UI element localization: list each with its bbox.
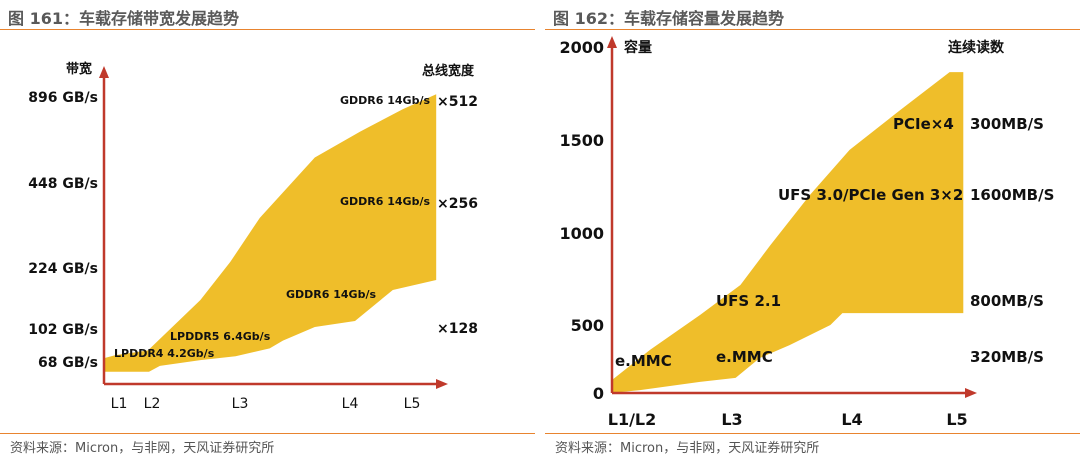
title-divider (0, 29, 535, 30)
y-tick: 68 GB/s (38, 355, 98, 371)
x-axis-arrow-icon (436, 379, 448, 389)
y-tick: 0 (593, 384, 604, 403)
annotation-pcie4: PCIe×4 (893, 115, 954, 133)
y-tick: 102 GB/s (28, 322, 98, 338)
y2-tick: 300MB/S (970, 115, 1044, 133)
source-note: 资料来源：Micron，与非网，天风证券研究所 (555, 441, 820, 456)
annotation-ufs30: UFS 3.0/PCIe Gen 3×2 (778, 186, 963, 204)
annotation-gddr6-512: GDDR6 14Gb/s (340, 94, 430, 107)
y-axis-label: 带宽 (66, 61, 92, 77)
y-tick: 500 (571, 316, 604, 335)
annotation-lpddr5: LPDDR5 6.4Gb/s (170, 330, 271, 343)
y-tick: 448 GB/s (28, 176, 98, 192)
y2-tick: 1600MB/S (970, 186, 1054, 204)
annotation-lpddr4: LPDDR4 4.2Gb/s (114, 347, 215, 360)
capacity-area (612, 72, 964, 393)
y-tick: 224 GB/s (28, 261, 98, 277)
x-tick: L3 (232, 396, 249, 412)
x-tick: L3 (721, 410, 742, 429)
annotation-gddr6-256: GDDR6 14Gb/s (340, 195, 430, 208)
x-tick: L4 (342, 396, 359, 412)
x-tick: L2 (144, 396, 161, 412)
source-divider (0, 433, 535, 434)
annotation-gddr6-128: GDDR6 14Gb/s (286, 288, 376, 301)
x-tick: L5 (404, 396, 421, 412)
capacity-chart-panel: 图 162：车载存储容量发展趋势 容量 连续读数 0 500 1000 1500… (545, 0, 1080, 463)
bandwidth-chart-panel: 图 161：车载存储带宽发展趋势 带宽 总线宽度 68 GB/s 102 GB/… (0, 0, 535, 463)
title-divider (545, 29, 1080, 30)
source-note: 资料来源：Micron，与非网，天风证券研究所 (10, 441, 275, 456)
y-tick: 2000 (559, 38, 604, 57)
chart-title: 图 162：车载存储容量发展趋势 (553, 9, 784, 28)
y-tick: 1000 (559, 224, 604, 243)
y2-tick: 800MB/S (970, 292, 1044, 310)
y2-tick: ×512 (437, 94, 478, 110)
y2-tick: ×256 (437, 196, 478, 212)
bandwidth-chart: 带宽 总线宽度 68 GB/s 102 GB/s 224 GB/s 448 GB… (28, 61, 478, 412)
x-tick: L1 (111, 396, 128, 412)
x-tick: L5 (946, 410, 967, 429)
y-axis-label: 容量 (623, 39, 652, 56)
y-tick: 1500 (559, 131, 604, 150)
y-tick: 896 GB/s (28, 90, 98, 106)
y-axis-arrow-icon (99, 66, 109, 78)
x-tick: L1/L2 (608, 410, 657, 429)
y2-axis-label: 连续读数 (948, 39, 1005, 56)
capacity-chart: 容量 连续读数 0 500 1000 1500 2000 300MB/S 160… (559, 36, 1054, 429)
annotation-emmc-2: e.MMC (716, 348, 773, 366)
annotation-emmc-1: e.MMC (615, 352, 672, 370)
bandwidth-area (104, 94, 437, 372)
source-divider (545, 433, 1080, 434)
x-axis-arrow-icon (965, 388, 977, 398)
y2-tick: ×128 (437, 321, 478, 337)
y2-axis-label: 总线宽度 (422, 63, 475, 79)
chart-title: 图 161：车载存储带宽发展趋势 (8, 9, 239, 28)
x-tick: L4 (841, 410, 862, 429)
annotation-ufs21: UFS 2.1 (716, 292, 781, 310)
y-axis-arrow-icon (607, 36, 617, 48)
y2-tick: 320MB/S (970, 348, 1044, 366)
